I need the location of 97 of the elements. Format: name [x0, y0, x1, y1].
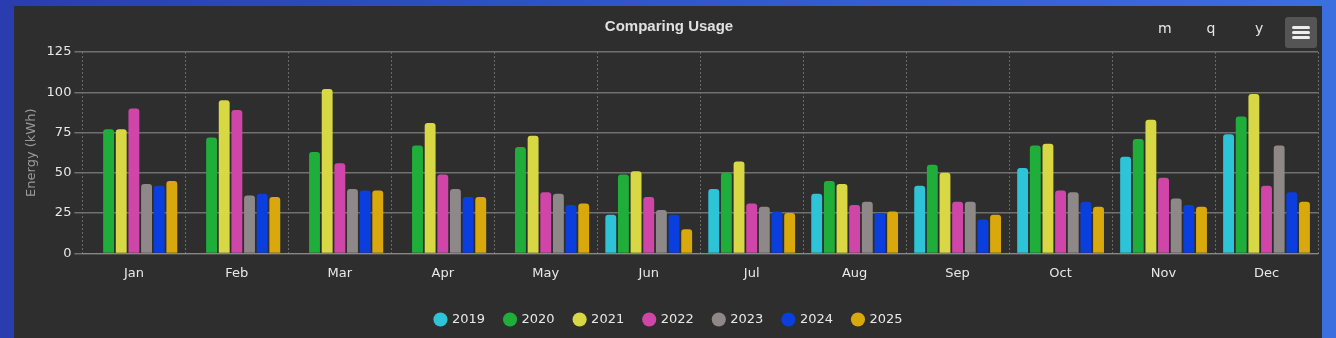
bar: [475, 197, 487, 253]
bar: [256, 193, 268, 253]
bar: [153, 185, 165, 253]
bar: [515, 147, 526, 253]
legend-label: 2023: [730, 310, 764, 326]
bar: [746, 203, 758, 253]
bar: [977, 219, 989, 253]
bar: [784, 213, 796, 253]
legend-label: 2022: [660, 310, 694, 326]
bar: [115, 129, 127, 253]
bar: [103, 129, 115, 253]
bar: [887, 211, 899, 253]
bar: [823, 180, 835, 253]
bar: [437, 174, 449, 253]
bar: [1145, 119, 1157, 253]
y-tick-label: 100: [46, 83, 72, 99]
bar: [309, 151, 320, 253]
legend-label: 2024: [799, 310, 833, 326]
bar: [565, 205, 577, 253]
bar: [334, 163, 346, 253]
x-tick-label: Apr: [431, 264, 455, 280]
bar: [990, 214, 1002, 253]
bar: [321, 89, 333, 253]
bar: [1093, 206, 1104, 253]
bar: [372, 190, 384, 253]
bar: [720, 172, 732, 253]
bar: [359, 190, 371, 253]
chart-title: Comparing Usage: [604, 17, 734, 35]
bar: [914, 185, 926, 253]
legend-label: 2020: [521, 310, 555, 326]
text: q: [1206, 20, 1216, 36]
y-axis-title: Energy (kWh): [23, 108, 39, 197]
x-tick-label: Feb: [225, 264, 249, 280]
bar: [1196, 206, 1207, 253]
legend-label: 2019: [451, 310, 486, 326]
bar: [708, 188, 720, 253]
bar: [206, 137, 217, 253]
bar: [630, 171, 642, 253]
bar: [1042, 143, 1054, 253]
bar: [218, 100, 230, 253]
bar: [811, 193, 823, 253]
bar: [1132, 139, 1144, 253]
bar: [1055, 190, 1067, 253]
bar: [1158, 177, 1169, 253]
x-tick-label: Sep: [945, 264, 970, 280]
bar: [643, 197, 655, 253]
x-tick-label: Jan: [122, 264, 144, 280]
x-tick-label: Oct: [1049, 264, 1072, 280]
y-tick-label: 0: [63, 244, 72, 260]
bar: [1029, 145, 1041, 253]
legend-label: 2021: [591, 310, 625, 326]
bar: [231, 110, 243, 253]
bar: [668, 214, 680, 253]
x-tick-label: Nov: [1150, 264, 1177, 280]
bar: [836, 184, 848, 253]
bar: [540, 192, 552, 253]
bar: [952, 201, 964, 253]
bar: [578, 203, 590, 253]
bar: [1080, 201, 1092, 253]
legend-label: 2025: [869, 310, 903, 326]
x-tick-label: Jun: [637, 264, 659, 280]
bar: [1017, 168, 1029, 253]
text: m: [1158, 20, 1172, 36]
bar: [1235, 116, 1247, 253]
bar: [269, 197, 281, 253]
bar: [1248, 93, 1260, 253]
bar: [1183, 205, 1195, 253]
y-tick-label: 25: [54, 204, 72, 220]
bar: [874, 213, 886, 253]
bar: [733, 161, 745, 253]
bar: [1120, 156, 1132, 253]
x-tick-label: Mar: [327, 264, 353, 280]
bar: [166, 180, 178, 253]
bar: [412, 145, 423, 253]
bar: [1223, 134, 1235, 253]
x-tick-label: Jul: [742, 264, 760, 280]
bar: [849, 205, 861, 253]
bar: [1299, 201, 1310, 253]
bar: [681, 229, 693, 253]
bar: [1286, 192, 1298, 253]
bar: [926, 164, 938, 253]
y-tick-label: 50: [54, 164, 72, 180]
bar: [617, 174, 629, 253]
y-tick-label: 125: [46, 43, 72, 59]
bar: [771, 211, 783, 253]
bar: [462, 197, 474, 253]
bar: [527, 135, 539, 253]
y-tick-label: 75: [54, 123, 72, 139]
bar: [605, 214, 617, 253]
text: y: [1255, 20, 1264, 36]
bar: [939, 172, 951, 253]
x-tick-label: Aug: [841, 264, 868, 280]
x-tick-label: Dec: [1253, 264, 1280, 280]
x-tick-label: May: [532, 264, 560, 280]
bar: [1261, 185, 1272, 253]
bar: [128, 108, 140, 253]
bar: [424, 122, 436, 253]
